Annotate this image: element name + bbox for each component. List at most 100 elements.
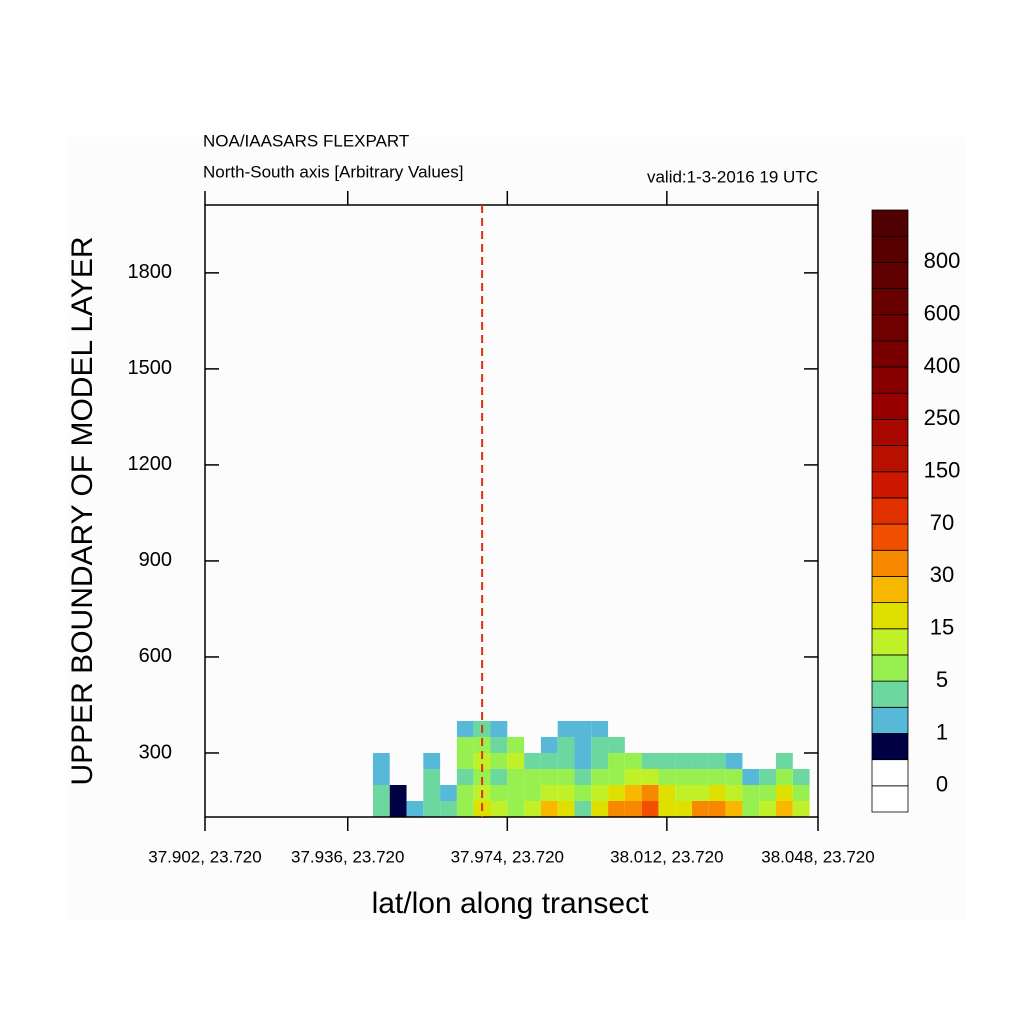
- colorbar-label: 800: [924, 248, 961, 273]
- contour-cell: [423, 752, 441, 769]
- contour-cell: [591, 720, 609, 737]
- contour-cell: [675, 752, 693, 769]
- contour-cell: [792, 784, 810, 801]
- colorbar-box: [871, 706, 909, 734]
- contour-cell: [708, 768, 726, 785]
- contour-cell: [641, 768, 659, 785]
- colorbar-box: [871, 209, 909, 237]
- contour-cell: [423, 800, 441, 817]
- contour-cell: [591, 752, 609, 769]
- y-axis-label: UPPER BOUNDARY OF MODEL LAYER: [66, 236, 99, 785]
- contour-cell: [708, 784, 726, 801]
- contour-cell: [473, 768, 491, 785]
- y-tick-label: 1800: [128, 261, 173, 283]
- contour-cell: [406, 800, 424, 817]
- contour-cell: [574, 720, 592, 737]
- contour-cell: [658, 800, 676, 817]
- colorbar-box: [871, 576, 909, 604]
- contour-cell: [574, 736, 592, 753]
- chart-subtitle: North-South axis [Arbitrary Values]: [203, 162, 463, 181]
- x-axis-label: lat/lon along transect: [372, 887, 650, 920]
- contour-cell: [389, 784, 407, 801]
- contour-cell: [456, 768, 474, 785]
- contour-cell: [591, 736, 609, 753]
- contour-cell: [591, 800, 609, 817]
- contour-cell: [490, 784, 508, 801]
- contour-cell: [692, 800, 709, 817]
- contour-cell: [540, 736, 558, 753]
- colorbar-box: [871, 497, 909, 525]
- colorbar-label: 0: [936, 772, 948, 797]
- contour-cell: [692, 768, 709, 785]
- contour-cell: [725, 752, 743, 769]
- colorbar-box: [871, 288, 909, 316]
- contour-cell: [776, 768, 793, 785]
- colorbar-label: 70: [930, 510, 954, 535]
- contour-cell: [557, 720, 575, 737]
- contour-cell: [608, 784, 625, 801]
- contour-cell: [675, 800, 693, 817]
- colorbar-box: [871, 654, 909, 682]
- contour-cell: [692, 784, 709, 801]
- colorbar-box: [871, 733, 909, 761]
- contour-cell: [574, 800, 592, 817]
- chart-title: NOA/IAASARS FLEXPART: [203, 131, 409, 150]
- colorbar-box: [871, 549, 909, 577]
- contour-cell: [557, 784, 575, 801]
- colorbar-box: [871, 366, 909, 394]
- contour-cell: [608, 752, 625, 769]
- contour-cell: [540, 784, 558, 801]
- colorbar-label: 1: [936, 719, 948, 744]
- contour-cell: [456, 720, 474, 737]
- contour-cell: [440, 784, 457, 801]
- colorbar-box: [871, 602, 909, 630]
- contour-cell: [423, 768, 441, 785]
- contour-cell: [708, 800, 726, 817]
- contour-cell: [591, 768, 609, 785]
- contour-cell: [742, 784, 760, 801]
- contour-cell: [372, 768, 390, 785]
- colorbar-box: [871, 314, 909, 342]
- contour-cell: [759, 784, 777, 801]
- contour-cell: [658, 752, 676, 769]
- colorbar-box: [871, 418, 909, 446]
- contour-cell: [675, 768, 693, 785]
- y-tick-label: 300: [139, 741, 172, 763]
- contour-cell: [490, 736, 508, 753]
- contour-cell: [540, 768, 558, 785]
- contour-cell: [389, 800, 407, 817]
- contour-cell: [574, 768, 592, 785]
- contour-cell: [759, 800, 777, 817]
- colorbar-label: 5: [936, 667, 948, 692]
- colorbar-box: [871, 680, 909, 708]
- contour-cell: [692, 752, 709, 769]
- colorbar-box: [871, 759, 909, 787]
- contour-cell: [725, 784, 743, 801]
- contour-cell: [557, 736, 575, 753]
- colorbar-box: [871, 340, 909, 368]
- contour-cell: [608, 768, 625, 785]
- colorbar-label: 30: [930, 562, 954, 587]
- plot-frame: [204, 204, 819, 818]
- contour-cell: [675, 784, 693, 801]
- contour-cell: [608, 736, 625, 753]
- contour-cell: [641, 752, 659, 769]
- colorbar-box: [871, 392, 909, 420]
- contour-cell: [557, 768, 575, 785]
- colorbar-label: 150: [924, 458, 961, 483]
- contour-cell: [490, 752, 508, 769]
- contour-cell: [725, 800, 743, 817]
- x-tick-label: 37.902, 23.720: [148, 847, 261, 866]
- contour-cell: [440, 800, 457, 817]
- contour-cell: [524, 800, 541, 817]
- y-tick-label: 1200: [128, 453, 173, 475]
- contour-cell: [456, 800, 474, 817]
- contour-cell: [759, 768, 777, 785]
- contour-cell: [624, 800, 642, 817]
- colorbar-box: [871, 785, 909, 813]
- colorbar-box: [871, 523, 909, 551]
- colorbar-box: [871, 235, 909, 263]
- contour-cell: [608, 800, 625, 817]
- contour-cell: [507, 736, 525, 753]
